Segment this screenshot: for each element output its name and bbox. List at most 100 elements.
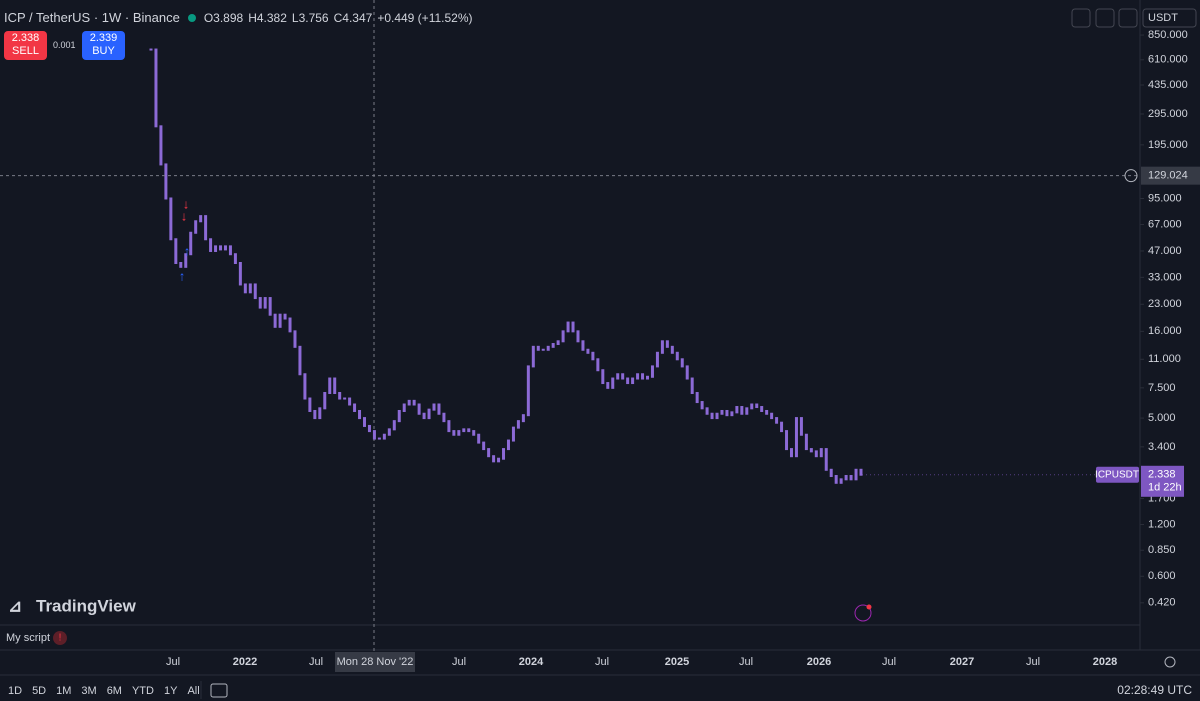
- candle: [621, 373, 625, 380]
- currency-select[interactable]: [1142, 8, 1197, 28]
- candle: [685, 365, 689, 380]
- crosshair-date: Mon 28 Nov '22: [337, 656, 414, 668]
- y-tick-label: 23.000: [1148, 298, 1182, 310]
- range-button[interactable]: 1Y: [164, 685, 178, 697]
- candle: [437, 403, 441, 415]
- symbol: ICP / TetherUS · 1W · Binance: [4, 10, 180, 25]
- y-tick-label: 5.000: [1148, 412, 1176, 424]
- candle: [601, 369, 605, 385]
- candle: [184, 253, 188, 268]
- ohlc-value: 4.347: [342, 11, 373, 25]
- range-button[interactable]: 6M: [107, 685, 122, 697]
- candle: [819, 448, 823, 458]
- candle: [715, 412, 719, 420]
- y-tick-label: 850.000: [1148, 29, 1188, 41]
- add-button: [1124, 169, 1138, 183]
- x-tick-label: Jul: [882, 656, 896, 668]
- candle: [506, 439, 510, 451]
- logo-mark: ⊿: [8, 596, 22, 615]
- button[interactable]: [1118, 8, 1138, 28]
- candle: [631, 377, 635, 385]
- candle: [770, 412, 774, 420]
- signal-arrow: ↓: [183, 196, 190, 211]
- x-tick-label: 2024: [519, 656, 544, 668]
- candle: [646, 375, 650, 380]
- candle: [228, 245, 232, 256]
- candle: [829, 468, 833, 478]
- candle: [343, 397, 347, 400]
- range-button[interactable]: YTD: [132, 685, 154, 697]
- button[interactable]: [1095, 8, 1115, 28]
- y-tick-label: 16.000: [1148, 325, 1182, 337]
- candle: [447, 420, 451, 433]
- candle: [571, 321, 575, 333]
- candle: [720, 409, 724, 415]
- candle: [785, 430, 789, 451]
- y-tick-label: 295.000: [1148, 108, 1188, 120]
- candle: [477, 433, 481, 444]
- last-price: 2.338: [1148, 469, 1176, 481]
- error-mark: !: [59, 633, 62, 644]
- candle: [159, 125, 163, 166]
- candle: [432, 403, 436, 411]
- candle: [412, 399, 416, 406]
- candle: [511, 426, 515, 442]
- candle: [735, 406, 739, 414]
- candle: [710, 412, 714, 420]
- range-button[interactable]: 5D: [32, 685, 46, 697]
- candle: [740, 406, 744, 415]
- change: +0.449 (+11.52%): [377, 11, 473, 25]
- signal-arrow: ↑: [184, 243, 191, 258]
- candle: [457, 430, 461, 436]
- candle: [760, 406, 764, 412]
- countdown: 1d 22h: [1148, 482, 1182, 494]
- candle: [214, 245, 218, 252]
- candle: [794, 417, 798, 458]
- candle: [219, 245, 223, 251]
- y-tick-label: 47.000: [1148, 245, 1182, 257]
- candle: [402, 403, 406, 412]
- candle: [283, 313, 287, 320]
- ohlc-label: L: [291, 11, 299, 25]
- candle: [680, 358, 684, 368]
- buy-button[interactable]: 2.339 BUY: [82, 31, 125, 60]
- candle: [606, 382, 610, 389]
- buy-label: BUY: [92, 45, 115, 57]
- symbol-tag-label: ICPUSDT: [1095, 469, 1139, 480]
- date-range-icon[interactable]: [210, 683, 228, 698]
- candle: [452, 430, 456, 436]
- candle: [626, 377, 630, 385]
- symbol-tag: [1096, 466, 1139, 483]
- button[interactable]: [1071, 8, 1091, 28]
- range-button[interactable]: All: [187, 685, 199, 697]
- candle: [238, 262, 242, 286]
- candle: [273, 313, 277, 328]
- candle: [665, 340, 669, 348]
- status-dot: [187, 14, 196, 22]
- y-tick-label: 610.000: [1148, 54, 1188, 66]
- sell-button[interactable]: 2.338 SELL: [4, 31, 47, 60]
- error-icon[interactable]: [53, 631, 67, 645]
- candle: [358, 409, 362, 420]
- candle: [164, 163, 168, 200]
- candle: [780, 421, 784, 433]
- alert-icon[interactable]: [854, 604, 872, 622]
- range-button[interactable]: 1M: [56, 685, 71, 697]
- x-tick-label: 2027: [950, 656, 974, 668]
- range-button[interactable]: 3M: [81, 685, 96, 697]
- candle: [859, 468, 863, 476]
- y-tick-label: 3.400: [1148, 441, 1176, 453]
- buy-price: 2.339: [89, 32, 118, 44]
- sell-price: 2.338: [11, 32, 40, 44]
- candle: [516, 420, 520, 429]
- settings-icon[interactable]: [1164, 656, 1176, 668]
- candle: [705, 407, 709, 415]
- candle: [174, 238, 178, 265]
- candle: [154, 48, 158, 128]
- candle: [303, 373, 307, 400]
- candle: [844, 475, 848, 481]
- candle: [809, 448, 813, 453]
- candle: [149, 48, 153, 51]
- range-button[interactable]: 1D: [8, 685, 22, 697]
